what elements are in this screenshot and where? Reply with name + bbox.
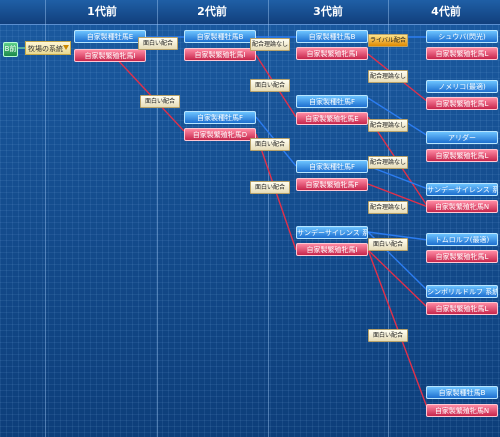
compat-badge: 配合理論なし — [368, 70, 408, 83]
gen4-sire-5[interactable]: トムロルフ(最適) — [426, 233, 498, 246]
gen3-sire-d[interactable]: サンデーサイレンス 系統 — [296, 226, 368, 239]
lineage-select[interactable]: 牧場の系統 — [25, 41, 71, 55]
gen4-dam-5[interactable]: 自家製繁殖牝馬L — [426, 250, 498, 263]
gen3-dam-a[interactable]: 自家製繁殖牝馬I — [296, 47, 368, 60]
gen3-sire-c[interactable]: 自家製種牡馬F — [296, 160, 368, 173]
gen4-dam-2[interactable]: 自家製繁殖牝馬L — [426, 97, 498, 110]
gen1-title: 1代前 — [87, 5, 117, 18]
gen4-sire-7[interactable]: 自家製種牡馬B — [426, 386, 498, 399]
gen3-dam-c[interactable]: 自家製繁殖牝馬F — [296, 178, 368, 191]
gen2-title: 2代前 — [197, 5, 227, 18]
gen1-dam[interactable]: 自家製繁殖牝馬I — [74, 49, 146, 62]
gen4-sire-4[interactable]: サンデーサイレンス 系統 — [426, 183, 498, 196]
compat-badge: 配合理論なし — [368, 201, 408, 214]
column-divider — [268, 0, 269, 437]
gen3-dam-b[interactable]: 自家製繁殖牝馬E — [296, 112, 368, 125]
generation-header: 1代前 2代前 3代前 4代前 — [0, 0, 500, 25]
gen2-dam-a[interactable]: 自家製繁殖牝馬I — [184, 48, 256, 61]
compat-badge: 面白い配合 — [250, 138, 290, 151]
gen3-dam-d[interactable]: 自家製繁殖牝馬I — [296, 243, 368, 256]
chevron-down-icon — [63, 45, 69, 50]
gen4-dam-7[interactable]: 自家製繁殖牝馬N — [426, 404, 498, 417]
gen4-dam-6[interactable]: 自家製繁殖牝馬L — [426, 302, 498, 315]
compat-badge: 面白い配合 — [138, 37, 178, 50]
column-divider — [388, 0, 389, 437]
gen4-title: 4代前 — [431, 5, 461, 18]
root-horse-button[interactable]: B前 — [3, 42, 18, 57]
compat-badge: 面白い配合 — [368, 329, 408, 342]
compat-badge: 面白い配合 — [250, 181, 290, 194]
gen3-title: 3代前 — [313, 5, 343, 18]
gen3-sire-a[interactable]: 自家製種牡馬B — [296, 30, 368, 43]
lineage-select-value: 牧場の系統 — [28, 45, 63, 53]
gen2-dam-b[interactable]: 自家製繁殖牝馬D — [184, 128, 256, 141]
compat-badge: 面白い配合 — [140, 95, 180, 108]
compat-badge: 配合理論なし — [368, 156, 408, 169]
gen1-sire[interactable]: 自家製種牡馬E — [74, 30, 146, 43]
gen4-sire-6[interactable]: シンボリルドルフ 系統 — [426, 285, 498, 298]
gen4-sire-2[interactable]: ノメリコ(最適) — [426, 80, 498, 93]
gen2-sire-a[interactable]: 自家製種牡馬B — [184, 30, 256, 43]
compat-badge: 配合理論なし — [368, 119, 408, 132]
compat-badge: 面白い配合 — [368, 238, 408, 251]
gen4-sire-1[interactable]: シュウバ(閃光) — [426, 30, 498, 43]
gen4-dam-3[interactable]: 自家製繁殖牝馬L — [426, 149, 498, 162]
compat-badge: 配合理論なし — [250, 38, 290, 51]
column-divider — [45, 0, 46, 437]
compat-badge-rival: ライバル配合 — [368, 34, 408, 47]
gen4-sire-3[interactable]: アリダー — [426, 131, 498, 144]
gen2-sire-b[interactable]: 自家製種牡馬F — [184, 111, 256, 124]
gen3-sire-b[interactable]: 自家製種牡馬F — [296, 95, 368, 108]
compat-badge: 面白い配合 — [250, 79, 290, 92]
gen4-dam-4[interactable]: 自家製繁殖牝馬N — [426, 200, 498, 213]
column-divider — [157, 0, 158, 437]
gen4-dam-1[interactable]: 自家製繁殖牝馬L — [426, 47, 498, 60]
